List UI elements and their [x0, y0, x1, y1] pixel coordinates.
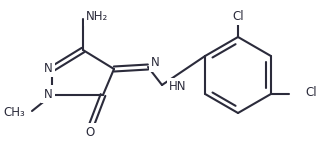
Text: N: N	[44, 62, 52, 75]
Text: N: N	[44, 87, 52, 100]
Text: Cl: Cl	[232, 10, 244, 22]
Text: Cl: Cl	[305, 87, 317, 100]
Text: HN: HN	[169, 81, 187, 94]
Text: O: O	[85, 125, 94, 138]
Text: NH₂: NH₂	[86, 11, 108, 24]
Text: CH₃: CH₃	[3, 106, 25, 119]
Text: N: N	[151, 57, 160, 70]
